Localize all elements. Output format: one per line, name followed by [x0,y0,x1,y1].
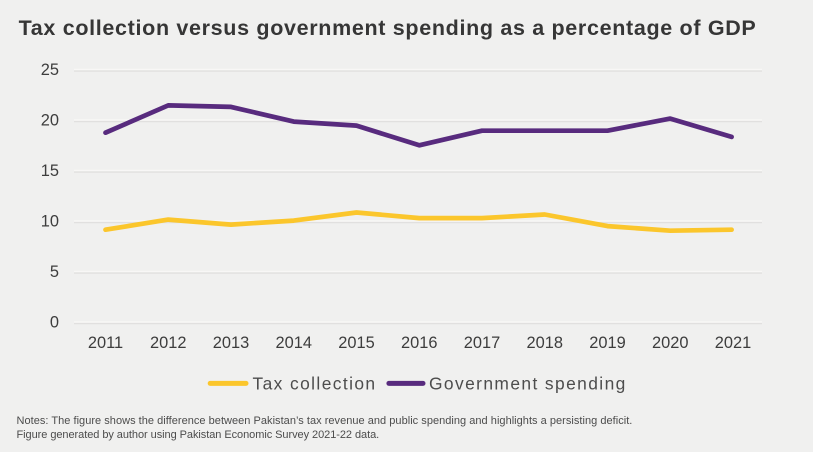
svg-text:2018: 2018 [527,334,563,352]
svg-text:2019: 2019 [589,334,625,352]
svg-text:2017: 2017 [464,334,500,352]
svg-text:Tax collection: Tax collection [253,373,377,393]
svg-text:2015: 2015 [338,334,374,352]
svg-text:2020: 2020 [652,334,688,352]
svg-text:2013: 2013 [213,334,249,352]
svg-text:25: 25 [41,61,59,79]
svg-text:Government spending: Government spending [429,373,627,393]
svg-text:2012: 2012 [150,334,186,352]
svg-text:5: 5 [50,263,59,281]
svg-text:2011: 2011 [88,334,123,352]
svg-text:20: 20 [41,111,59,129]
svg-text:2014: 2014 [276,334,312,352]
svg-text:0: 0 [50,313,59,331]
svg-text:15: 15 [41,162,59,180]
svg-text:10: 10 [41,212,59,230]
svg-text:2016: 2016 [401,334,437,352]
svg-text:2021: 2021 [715,334,751,352]
